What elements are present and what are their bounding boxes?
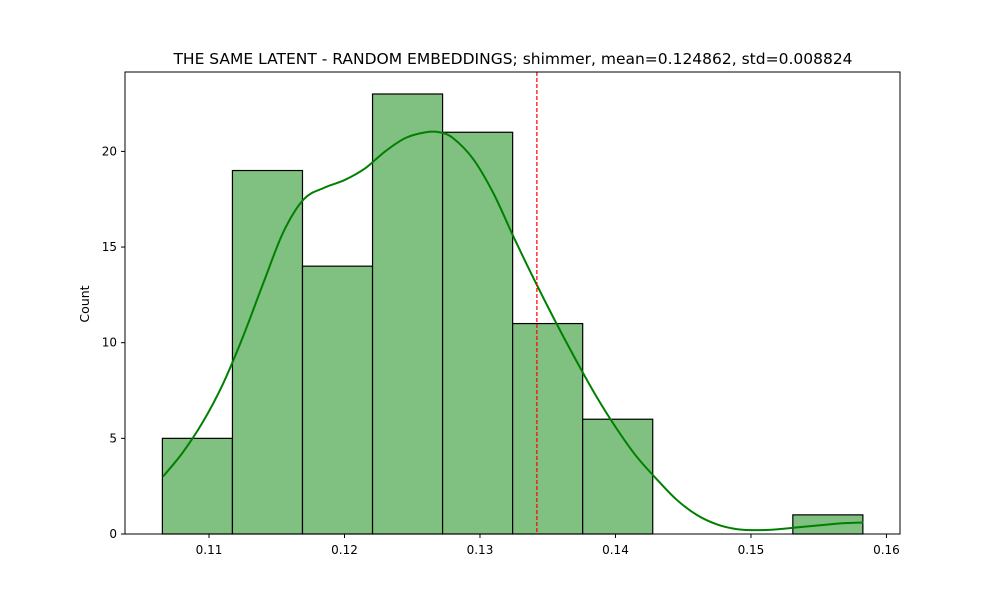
- histogram-bar: [231, 169, 304, 535]
- y-tick-label: 0: [109, 527, 117, 541]
- y-tick-label: 5: [109, 431, 117, 445]
- y-tick-label: 20: [102, 144, 117, 158]
- histogram-bar: [161, 437, 234, 535]
- histogram-bar: [441, 131, 514, 535]
- x-tick-label: 0.14: [602, 543, 629, 557]
- y-tick-label: 15: [102, 240, 117, 254]
- histogram-bar: [582, 418, 654, 535]
- plot-frame: [124, 71, 901, 535]
- histogram-bar: [371, 93, 444, 535]
- x-tick-label: 0.12: [331, 543, 358, 557]
- kde-line: [162, 130, 864, 532]
- histogram-bar: [301, 265, 374, 535]
- histogram-bars: [161, 93, 864, 535]
- x-tick-label: 0.11: [196, 543, 223, 557]
- x-tick-label: 0.16: [873, 543, 900, 557]
- kde-curve-group: [162, 130, 864, 532]
- y-axis-label: Count: [77, 285, 92, 322]
- x-tick-label: 0.15: [738, 543, 765, 557]
- y-tick-label: 10: [102, 336, 117, 350]
- axes-group: 0.11 0.12 0.13 0.14 0.15 0.16 0 5 10 15 20: [102, 71, 901, 557]
- chart-title: THE SAME LATENT - RANDOM EMBEDDINGS; shi…: [172, 50, 852, 68]
- histogram-bar: [512, 322, 584, 535]
- x-tick-label: 0.13: [467, 543, 494, 557]
